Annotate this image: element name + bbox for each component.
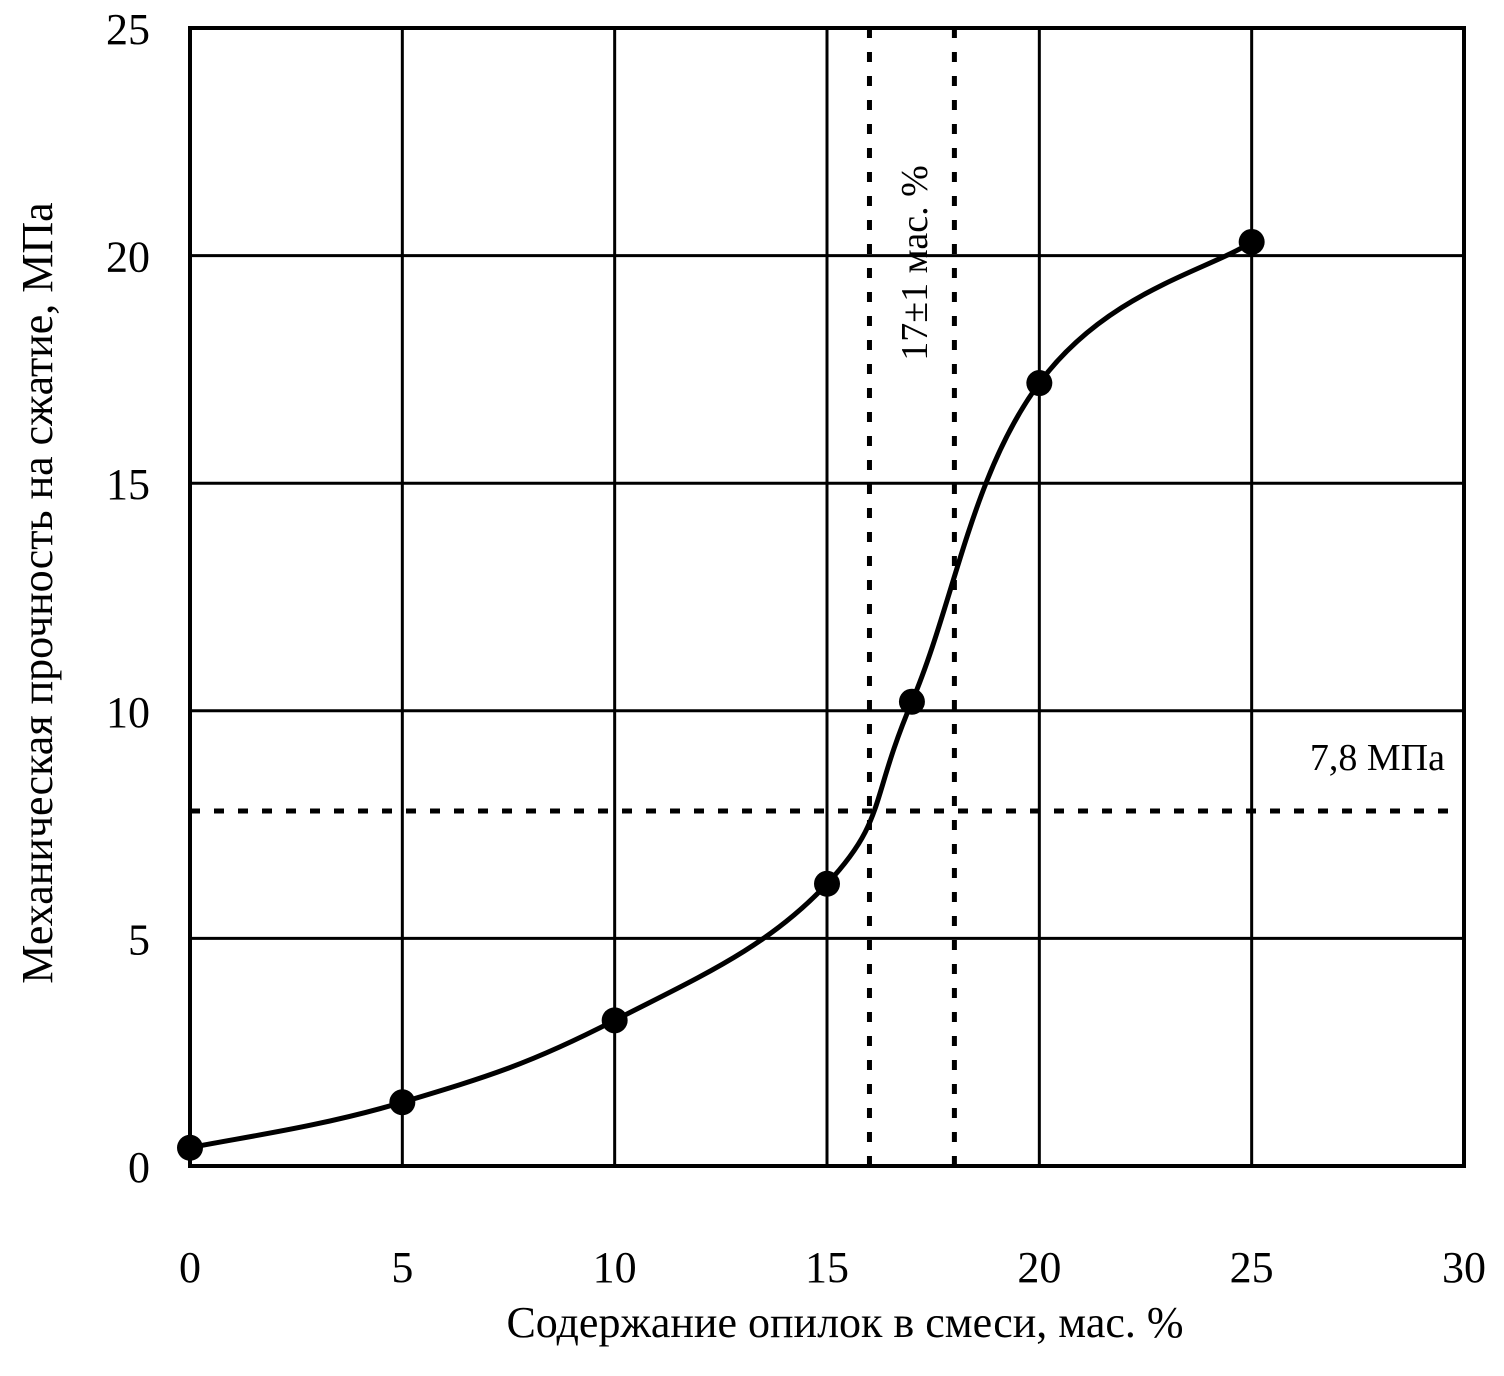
x-tick-label: 20 [1017, 1243, 1061, 1292]
reference-label-7-8: 7,8 МПа [1310, 737, 1445, 779]
x-axis-label: Содержание опилок в смеси, мас. % [506, 1298, 1183, 1347]
x-tick-label: 5 [391, 1243, 413, 1292]
y-tick-labels: 0 5 10 15 20 25 [106, 5, 150, 1192]
data-point [389, 1089, 416, 1116]
plot-frame [188, 26, 1466, 1168]
y-tick-label: 5 [128, 915, 150, 964]
x-tick-labels: 0 5 10 15 20 25 30 [179, 1243, 1486, 1292]
series [177, 228, 1265, 1161]
x-tick-label: 25 [1230, 1243, 1274, 1292]
data-point [898, 688, 925, 715]
x-tick-label: 15 [805, 1243, 849, 1292]
y-tick-label: 15 [106, 460, 150, 509]
data-point [814, 870, 840, 897]
y-axis-label: Механическая прочность на сжатие, МПа [13, 202, 62, 983]
y-tick-label: 25 [106, 5, 150, 54]
x-tick-label: 30 [1442, 1243, 1486, 1292]
data-point [1238, 228, 1265, 255]
data-point [1026, 370, 1053, 397]
series-line [189, 239, 1254, 1151]
y-tick-label: 20 [106, 233, 150, 282]
data-point [601, 1007, 628, 1034]
y-tick-label: 10 [106, 688, 150, 737]
reference-label-17: 17±1 мас. % [894, 165, 936, 361]
y-tick-label: 0 [128, 1143, 150, 1192]
x-tick-label: 0 [179, 1243, 201, 1292]
reference-lines [190, 28, 1464, 1166]
grid [190, 28, 1464, 1166]
x-tick-label: 10 [593, 1243, 637, 1292]
